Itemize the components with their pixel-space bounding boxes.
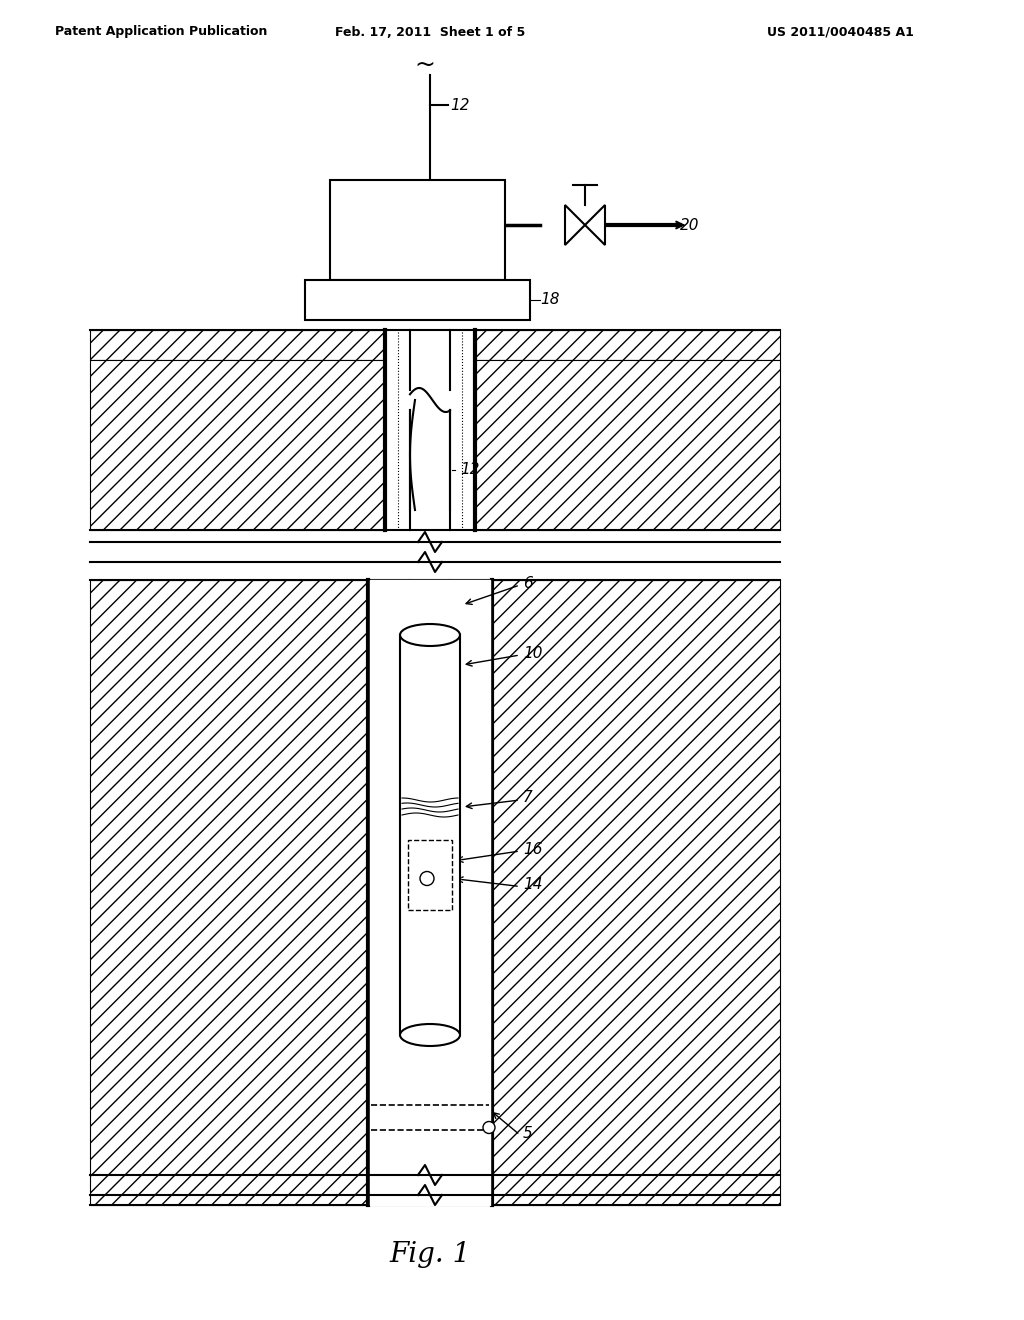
Text: 18: 18: [540, 293, 559, 308]
Circle shape: [483, 1122, 495, 1134]
Text: Feb. 17, 2011  Sheet 1 of 5: Feb. 17, 2011 Sheet 1 of 5: [335, 25, 525, 38]
Ellipse shape: [400, 1024, 460, 1045]
Text: ~: ~: [415, 53, 435, 77]
Bar: [90, 579, 368, 1205]
Polygon shape: [400, 635, 460, 1035]
Bar: [90, 330, 385, 360]
Bar: [475, 360, 780, 531]
Text: 7: 7: [523, 791, 532, 805]
Text: 12: 12: [450, 98, 469, 112]
Polygon shape: [565, 205, 585, 246]
Text: US 2011/0040485 A1: US 2011/0040485 A1: [767, 25, 913, 38]
Circle shape: [420, 871, 434, 886]
Text: 16: 16: [523, 842, 543, 857]
Text: 6: 6: [523, 576, 532, 590]
Bar: [305, 280, 530, 319]
Text: 12: 12: [460, 462, 479, 478]
Bar: [90, 360, 385, 531]
Bar: [330, 180, 505, 280]
Text: 5: 5: [523, 1126, 532, 1140]
Polygon shape: [585, 205, 605, 246]
Text: Patent Application Publication: Patent Application Publication: [55, 25, 267, 38]
Bar: [475, 330, 780, 360]
Text: 14: 14: [523, 876, 543, 892]
Polygon shape: [410, 388, 450, 510]
Polygon shape: [370, 579, 490, 1205]
Bar: [408, 840, 452, 909]
Bar: [492, 579, 780, 1205]
Ellipse shape: [400, 624, 460, 645]
Text: 10: 10: [523, 645, 543, 660]
Text: 20: 20: [680, 218, 699, 232]
Text: Fig. 1: Fig. 1: [389, 1242, 471, 1269]
